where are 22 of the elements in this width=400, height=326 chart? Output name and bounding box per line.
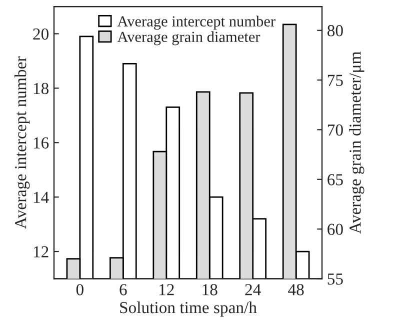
x-tick-label: 18	[202, 284, 218, 296]
y-tick-label: 18	[34, 82, 49, 94]
x-tick-label: 48	[288, 284, 304, 296]
legend-label: Average grain diameter	[117, 31, 260, 46]
legend-label: Average intercept number	[117, 16, 276, 30]
y2-axis-title: Average grain diameter/μm	[349, 52, 364, 234]
y2-tick-label: 65	[328, 174, 343, 186]
y2-tick-label: 55	[328, 274, 343, 285]
y-tick-label: 20	[33, 28, 49, 40]
x-tick-label: 12	[160, 284, 174, 296]
y2-tick-label: 80	[327, 25, 343, 36]
x-tick-label: 24	[245, 284, 261, 296]
x-tick-label: 0	[76, 284, 84, 296]
y-tick-label: 14	[34, 192, 49, 203]
x-tick-label: 6	[120, 284, 127, 296]
y-tick-label: 16	[34, 137, 49, 149]
y2-tick-label: 60	[328, 224, 343, 236]
y-axis-title: Average intercept number	[14, 56, 30, 229]
y2-tick-label: 75	[328, 74, 343, 86]
y-tick-label: 12	[34, 246, 48, 258]
x-axis-title: Solution time span/h	[120, 301, 257, 317]
y2-tick-label: 70	[328, 124, 343, 136]
